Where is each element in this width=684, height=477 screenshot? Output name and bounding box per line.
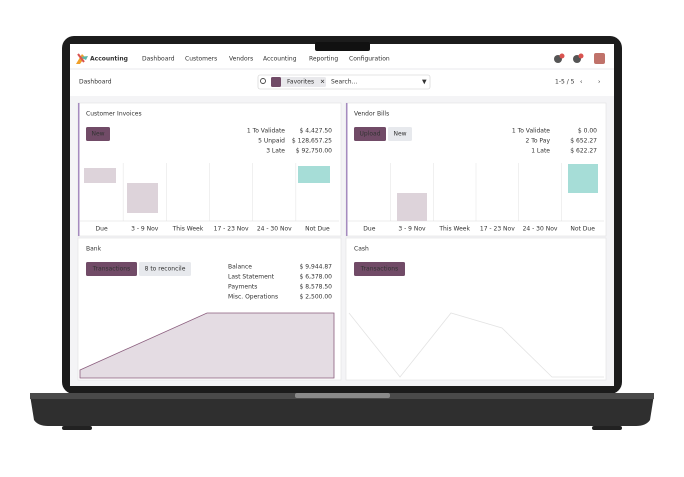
search-input[interactable]: Search... bbox=[331, 79, 357, 86]
badge bbox=[578, 53, 584, 59]
menu-item[interactable]: Customers bbox=[185, 56, 217, 63]
button-label[interactable]: 8 to reconcile bbox=[145, 266, 186, 273]
stat-label[interactable]: Misc. Operations bbox=[228, 294, 278, 301]
graph-shape bbox=[298, 166, 330, 183]
pager-next[interactable]: › bbox=[598, 79, 600, 86]
search-icon bbox=[260, 78, 266, 84]
stat-value: $ 0.00 bbox=[578, 128, 597, 135]
menu-item[interactable]: Accounting bbox=[263, 56, 297, 63]
stat-label[interactable]: 3 Late bbox=[266, 148, 285, 155]
button-label[interactable]: Upload bbox=[359, 131, 380, 138]
column-label: Not Due bbox=[570, 226, 595, 233]
stat-label[interactable]: Balance bbox=[228, 264, 252, 271]
foot bbox=[592, 426, 622, 430]
stat-label[interactable]: Payments bbox=[228, 284, 257, 291]
column-label: 17 - 23 Nov bbox=[480, 226, 515, 233]
breadcrumb: Dashboard bbox=[79, 79, 112, 86]
badge bbox=[559, 53, 565, 59]
stat-label[interactable]: 1 To Validate bbox=[247, 128, 285, 135]
avatar[interactable] bbox=[594, 53, 605, 64]
stat-label[interactable]: 5 Unpaid bbox=[258, 138, 285, 145]
app-logo bbox=[77, 53, 85, 63]
column-label: Due bbox=[96, 226, 108, 233]
column-label: 24 - 30 Nov bbox=[257, 226, 292, 233]
journal-card bbox=[345, 237, 607, 381]
stat-value: $ 9,944.87 bbox=[300, 264, 333, 271]
stat-value: $ 2,500.00 bbox=[300, 294, 333, 301]
column-label: 24 - 30 Nov bbox=[523, 226, 558, 233]
button-label[interactable]: Transactions bbox=[360, 266, 398, 273]
base-notch bbox=[295, 393, 390, 398]
stat-value: $ 128,657.25 bbox=[292, 138, 332, 145]
facet-remove[interactable]: ✕ bbox=[320, 79, 325, 86]
facet[interactable] bbox=[271, 77, 326, 87]
menu-item[interactable]: Configuration bbox=[349, 56, 390, 63]
stat-label[interactable]: 1 Late bbox=[531, 148, 550, 155]
stat-label[interactable]: Last Statement bbox=[228, 274, 275, 281]
laptop-base bbox=[30, 395, 654, 426]
card-title[interactable]: Vendor Bills bbox=[354, 111, 389, 118]
button[interactable] bbox=[354, 127, 386, 141]
button[interactable] bbox=[354, 262, 405, 276]
card-title[interactable]: Customer Invoices bbox=[86, 111, 142, 118]
stat-value: $ 8,578.50 bbox=[300, 284, 333, 291]
button[interactable] bbox=[388, 127, 412, 141]
graph-shape bbox=[568, 164, 598, 193]
stat-value: $ 652.27 bbox=[570, 138, 597, 145]
card-title[interactable]: Bank bbox=[86, 246, 102, 253]
pager-value: 1-5 / 5 bbox=[555, 79, 575, 86]
graph-shape bbox=[84, 168, 116, 183]
pager-prev[interactable]: ‹ bbox=[580, 79, 582, 86]
graph-shape bbox=[397, 193, 427, 221]
menu-item[interactable]: Dashboard bbox=[142, 56, 175, 63]
card-accent bbox=[346, 103, 348, 236]
facet-label: Favorites bbox=[287, 79, 314, 86]
stat-label[interactable]: 2 To Pay bbox=[525, 138, 550, 145]
button-label[interactable]: Transactions bbox=[92, 266, 130, 273]
foot bbox=[62, 426, 92, 430]
card-title[interactable]: Cash bbox=[354, 246, 369, 253]
stat-value: $ 4,427.50 bbox=[300, 128, 333, 135]
menu-item[interactable]: Reporting bbox=[309, 56, 338, 63]
button-label[interactable]: New bbox=[393, 131, 406, 138]
column-label: Not Due bbox=[305, 226, 330, 233]
menu-item[interactable]: Vendors bbox=[229, 56, 253, 63]
graph-shape bbox=[127, 183, 158, 213]
search-dropdown[interactable]: ▼ bbox=[422, 79, 427, 86]
column-label: 17 - 23 Nov bbox=[214, 226, 249, 233]
column-label: 3 - 9 Nov bbox=[398, 226, 426, 233]
button[interactable] bbox=[86, 127, 110, 141]
camera-notch bbox=[315, 42, 370, 51]
graph-area bbox=[348, 312, 604, 378]
button[interactable] bbox=[86, 262, 137, 276]
card-accent bbox=[78, 103, 80, 236]
stat-value: $ 92,750.00 bbox=[296, 148, 332, 155]
column-label: 3 - 9 Nov bbox=[131, 226, 159, 233]
column-label: This Week bbox=[438, 226, 470, 233]
app-logo bbox=[80, 56, 88, 60]
stat-value: $ 6,378.00 bbox=[300, 274, 333, 281]
app-name[interactable]: Accounting bbox=[90, 56, 128, 63]
stat-label[interactable]: 1 To Validate bbox=[512, 128, 550, 135]
stat-value: $ 622.27 bbox=[570, 148, 597, 155]
button-label[interactable]: New bbox=[91, 131, 104, 138]
button[interactable] bbox=[139, 262, 191, 276]
column-label: Due bbox=[363, 226, 375, 233]
facet-icon bbox=[271, 77, 281, 87]
graph-area bbox=[79, 312, 335, 379]
column-label: This Week bbox=[172, 226, 204, 233]
